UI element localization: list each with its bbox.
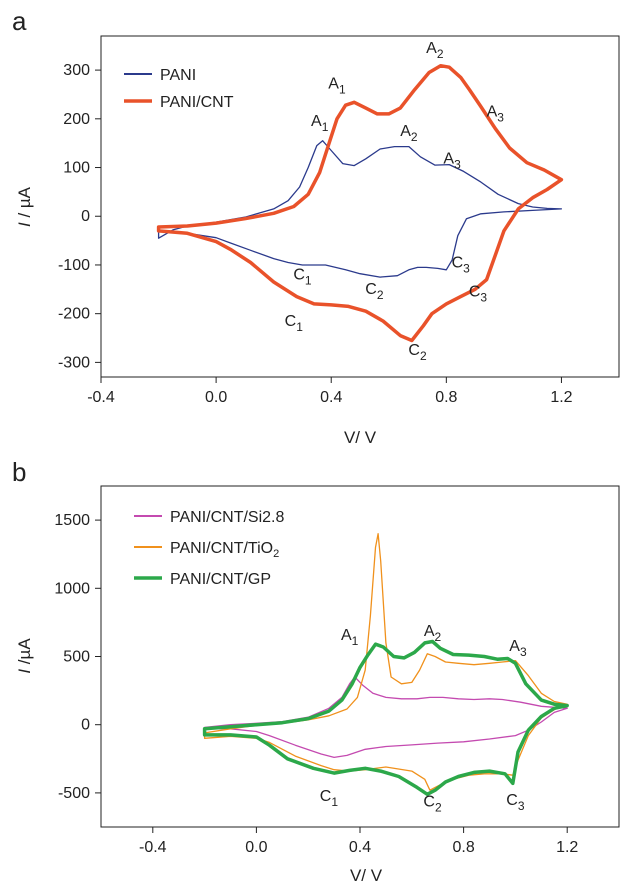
panel-a: a -0.4 0.0 0.4 0.8 1.2 -300 -200 -100 0 100 200 300… [12, 6, 619, 447]
x-tick-label: 1.2 [556, 839, 578, 856]
y-tick-label: -200 [58, 306, 90, 323]
peak-label-c1: C1 [293, 267, 312, 288]
x-tick-label: -0.4 [139, 839, 167, 856]
y-tick-label: 300 [63, 62, 90, 79]
peak-label-a3: A3 [443, 151, 461, 172]
series-line-pani-cnt-gp [205, 642, 568, 795]
x-tick-label: 1.2 [550, 389, 572, 406]
peak-label-c3: C3 [469, 284, 488, 305]
peak-label-c3: C3 [506, 792, 525, 813]
peak-label-c2: C2 [408, 342, 427, 363]
y-tick-label: 1500 [54, 512, 90, 529]
panel-b-ticks: -0.4 0.0 0.4 0.8 1.2 -500 0 500 1000 1500 [54, 512, 578, 856]
x-tick-label: 0.8 [435, 389, 457, 406]
x-tick-label: 0.4 [349, 839, 371, 856]
series-line-pani [159, 141, 562, 277]
y-tick-label: -100 [58, 257, 90, 274]
peak-label-c1: C1 [320, 788, 339, 809]
panel-b-y-axis-unit: /µA [15, 638, 34, 669]
y-tick-label: 200 [63, 111, 90, 128]
x-tick-label: 0.0 [205, 389, 227, 406]
x-tick-label: 0.8 [452, 839, 474, 856]
legend-label-si: PANI/CNT/Si2.8 [170, 509, 285, 526]
legend-label-gp: PANI/CNT/GP [170, 571, 271, 588]
peak-label-c3: C3 [452, 254, 471, 275]
panel-a-plot-frame [101, 36, 619, 377]
panel-a-letter: a [12, 6, 27, 36]
y-tick-label: 100 [63, 160, 90, 177]
x-tick-label: 0.4 [320, 389, 342, 406]
y-tick-label: 0 [81, 717, 90, 734]
peak-label-a2: A2 [400, 123, 418, 144]
peak-label-a1: A1 [341, 627, 359, 648]
peak-label-a1: A1 [311, 113, 329, 134]
y-tick-label: 1000 [54, 580, 90, 597]
peak-label-a1: A1 [328, 76, 346, 97]
legend-label-tio2: PANI/CNT/TiO2 [170, 540, 279, 560]
y-tick-label: -500 [58, 785, 90, 802]
y-tick-label: 0 [81, 208, 90, 225]
panel-a-y-axis-title: I / µA [15, 186, 34, 227]
panel-a-y-axis-unit: / µA [15, 186, 34, 222]
panel-b-plot-frame [101, 486, 619, 827]
peak-label-a3: A3 [509, 638, 527, 659]
peak-label-c2: C2 [423, 794, 442, 815]
legend-label-pani-cnt: PANI/CNT [160, 94, 234, 111]
x-tick-label: 0.0 [245, 839, 267, 856]
y-tick-label: 500 [63, 649, 90, 666]
panel-b-legend: PANI/CNT/Si2.8 PANI/CNT/TiO2 PANI/CNT/GP [134, 509, 285, 588]
peak-label-c1: C1 [285, 313, 304, 334]
peak-label-a2: A2 [426, 40, 444, 61]
panel-b-letter: b [12, 457, 26, 487]
series-line-pani-cnt-si2-8 [205, 677, 568, 757]
y-tick-label: -300 [58, 354, 90, 371]
legend-label-pani: PANI [160, 67, 196, 84]
panel-a-legend: PANI PANI/CNT [124, 67, 234, 111]
peak-label-c2: C2 [365, 281, 384, 302]
panel-b-y-axis-title: I /µA [15, 638, 34, 674]
panel-b-x-axis-title: V/ V [350, 866, 383, 885]
panel-a-x-axis-title: V/ V [344, 428, 377, 447]
x-tick-label: -0.4 [87, 389, 115, 406]
